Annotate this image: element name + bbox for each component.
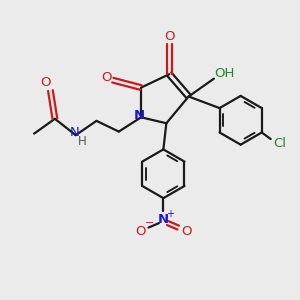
Text: +: + — [166, 208, 174, 219]
Text: Cl: Cl — [274, 137, 287, 150]
Text: −: − — [145, 218, 154, 228]
Text: N: N — [69, 126, 79, 139]
Text: O: O — [101, 71, 112, 84]
Text: O: O — [181, 225, 191, 238]
Text: N: N — [158, 213, 169, 226]
Text: O: O — [164, 30, 175, 43]
Text: OH: OH — [214, 67, 235, 80]
Text: N: N — [134, 109, 145, 122]
Text: H: H — [78, 135, 87, 148]
Text: O: O — [135, 225, 146, 238]
Text: O: O — [41, 76, 51, 89]
